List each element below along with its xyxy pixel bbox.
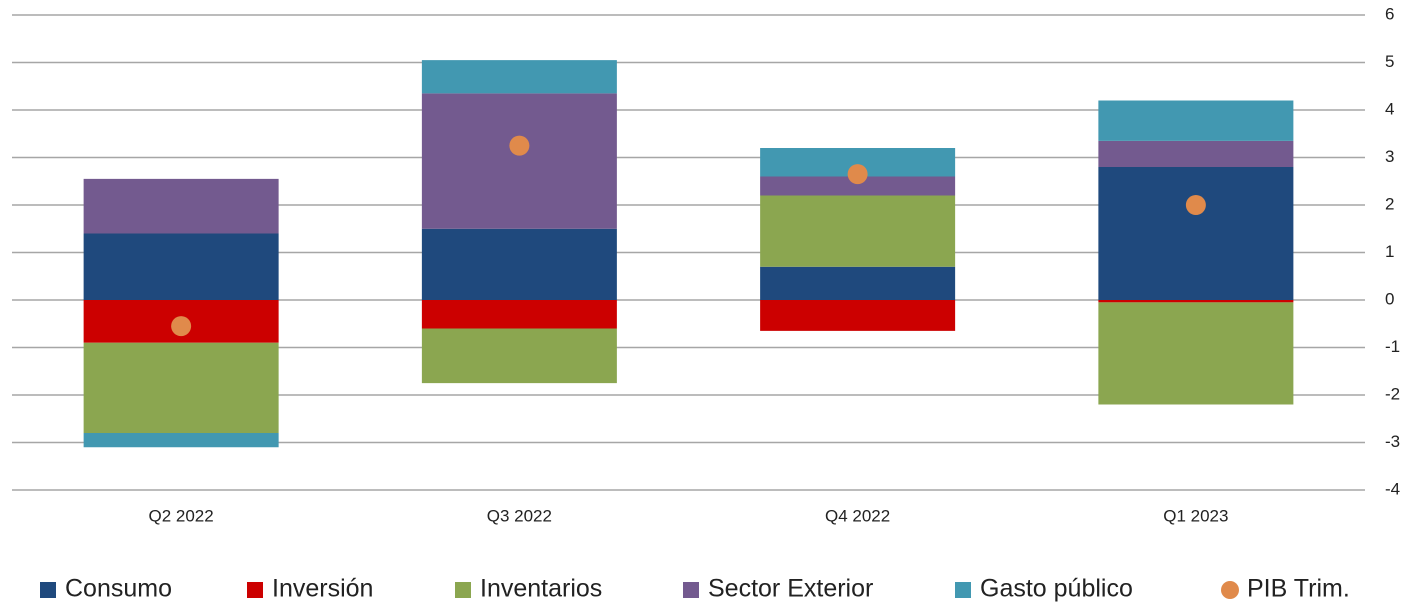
x-tick-label: Q4 2022 <box>825 506 890 525</box>
bar <box>1098 302 1294 405</box>
legend-label: Gasto público <box>980 575 1133 602</box>
bar <box>83 342 279 433</box>
bar <box>1098 140 1294 167</box>
legend-marker <box>683 582 699 598</box>
point <box>1185 195 1206 215</box>
bar <box>760 266 956 300</box>
bar <box>421 228 617 300</box>
x-tick-label: Q2 2022 <box>149 506 214 525</box>
y-tick-label: -1 <box>1385 337 1400 356</box>
point <box>509 135 530 156</box>
y-tick-label: -3 <box>1385 432 1400 451</box>
bar <box>421 300 617 329</box>
bar <box>1098 100 1294 141</box>
legend-marker <box>40 582 56 598</box>
bar <box>760 176 956 196</box>
bar <box>760 300 956 331</box>
bar <box>421 328 617 384</box>
y-tick-label: -4 <box>1385 479 1400 498</box>
point <box>171 316 192 337</box>
y-tick-label: 5 <box>1385 52 1394 71</box>
bar <box>1098 167 1294 300</box>
y-tick-label: 3 <box>1385 147 1394 166</box>
legend-marker <box>1221 581 1239 599</box>
bar <box>83 433 279 448</box>
legend-marker <box>455 582 471 598</box>
x-tick-label: Q3 2022 <box>487 506 552 525</box>
legend-label: PIB Trim. <box>1247 575 1350 602</box>
y-tick-label: -2 <box>1385 384 1400 403</box>
bar <box>760 195 956 267</box>
bar <box>83 178 279 234</box>
bar <box>83 233 279 300</box>
legend-label: Sector Exterior <box>708 575 873 602</box>
bar <box>421 93 617 229</box>
bar <box>1098 300 1294 303</box>
y-tick-label: 2 <box>1385 194 1394 213</box>
bar <box>421 60 617 94</box>
legend-label: Consumo <box>65 575 172 602</box>
x-tick-label: Q1 2023 <box>1163 506 1228 525</box>
legend-marker <box>247 582 263 598</box>
y-tick-label: 0 <box>1385 289 1394 308</box>
y-tick-label: 4 <box>1385 99 1394 118</box>
point <box>847 164 868 185</box>
legend-marker <box>955 582 971 598</box>
y-tick-label: 1 <box>1385 242 1394 261</box>
legend-label: Inventarios <box>480 575 602 602</box>
y-tick-label: 6 <box>1385 4 1394 23</box>
legend-label: Inversión <box>272 575 373 602</box>
